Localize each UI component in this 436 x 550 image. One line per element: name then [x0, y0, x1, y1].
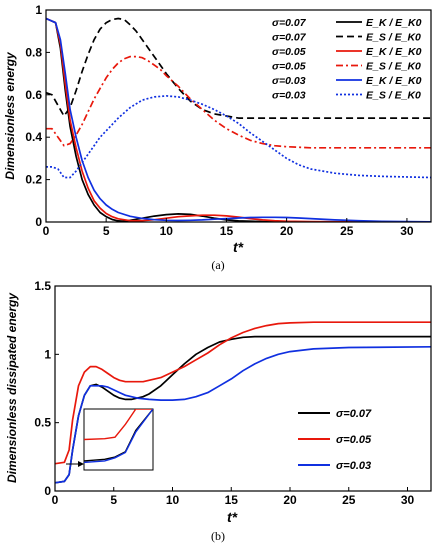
panel-a-caption: (a) [211, 258, 224, 272]
legend-a-quantity: E_S / E_K0 [366, 32, 421, 44]
inset-series-0-line [84, 409, 153, 462]
legend-b-series-name: σ=0.05 [336, 434, 372, 446]
panel-b-x-axis-label: t* [227, 509, 238, 525]
legend-a-quantity: E_S / E_K0 [366, 61, 421, 73]
panel-a-y-axis-label: Dimensionless energy [3, 51, 17, 180]
panel-b-x-tick-label: 5 [110, 493, 117, 507]
panel-a-series-5-line [46, 95, 431, 179]
legend-a-quantity: E_K / E_K0 [366, 75, 422, 87]
panel-b-caption: (b) [211, 529, 225, 543]
panel-a-x-tick-label: 15 [220, 224, 234, 238]
panel-b-y-tick-label: 0 [44, 484, 51, 498]
panel-a-x-tick-label: 0 [43, 224, 50, 238]
legend-b-series-name: σ=0.07 [336, 408, 372, 420]
legend-a-quantity: E_K / E_K0 [366, 46, 422, 58]
legend-a-series-name: σ=0.03 [272, 75, 306, 87]
panel-b-curves [55, 321, 431, 484]
panel-a-y-ticks: 0 0.2 0.4 0.6 0.8 1 [25, 3, 50, 229]
panel-a-x-ticks: 0 5 10 15 20 25 30 [43, 218, 414, 238]
panel-b-series-2-line [55, 345, 431, 484]
panel-b-y-tick-label: 1.5 [34, 279, 51, 293]
panel-a-x-tick-label: 5 [103, 224, 110, 238]
inset-series-2-line [84, 409, 153, 464]
panel-b-series-1-line [55, 321, 431, 465]
panel-a-x-tick-label: 10 [160, 224, 174, 238]
panel-a-series-2-line [46, 17, 431, 222]
panel-a-series-3-line [46, 55, 431, 149]
panel-b-legend: σ=0.07 σ=0.05 σ=0.03 [298, 408, 372, 472]
panel-b-x-ticks: 0 5 10 15 20 25 30 [52, 487, 415, 507]
panel-b-frame [54, 285, 432, 492]
panel-a-x-tick-label: 25 [340, 224, 354, 238]
panel-a-x-axis-label: t* [233, 239, 244, 255]
panel-a-y-tick-label: 0.6 [25, 88, 42, 102]
inset-curves [84, 409, 153, 464]
legend-a-series-name: σ=0.07 [272, 17, 307, 29]
panel-b-x-tick-label: 10 [166, 493, 180, 507]
legend-a-quantity: E_S / E_K0 [366, 90, 421, 102]
panel-a: 0 5 10 15 20 25 30 0 0.2 0.4 0.6 0.8 1 Dimensionles… [3, 3, 432, 272]
panel-a-y-tick-label: 0 [35, 215, 42, 229]
panel-a-y-tick-label: 0.8 [25, 45, 42, 59]
legend-a-series-name: σ=0.05 [272, 46, 306, 58]
panel-a-frame [45, 9, 432, 223]
panel-a-x-tick-label: 30 [400, 224, 414, 238]
panel-b-y-tick-label: 0.5 [34, 416, 51, 430]
panel-a-x-tick-label: 20 [280, 224, 294, 238]
panel-b-y-ticks: 0 0.5 1 1.5 [34, 279, 59, 498]
panel-a-y-tick-label: 0.2 [25, 173, 42, 187]
panel-b-y-tick-label: 1 [44, 347, 51, 361]
legend-b-series-name: σ=0.03 [336, 460, 371, 472]
panel-b: 0 5 10 15 20 25 30 0 0.5 1 1.5 Dimensionless diss… [5, 279, 432, 543]
inset-series-1-line [84, 409, 153, 441]
legend-a-series-name: σ=0.07 [272, 32, 307, 44]
panel-b-x-tick-label: 25 [342, 493, 356, 507]
panel-a-y-tick-label: 0.4 [25, 130, 42, 144]
panel-b-inset [83, 408, 154, 471]
panel-b-x-tick-label: 20 [283, 493, 297, 507]
panel-a-y-tick-label: 1 [35, 3, 42, 17]
panel-b-x-tick-label: 15 [225, 493, 239, 507]
legend-a-series-name: σ=0.03 [272, 90, 306, 102]
legend-a-quantity: E_K / E_K0 [366, 17, 422, 29]
legend-a-series-name: σ=0.05 [272, 61, 306, 73]
panel-a-legend: σ=0.07 E_K / E_K0 σ=0.07 E_S / E_K0 σ=0.05 E_… [272, 17, 422, 102]
panel-b-y-axis-label: Dimensionless dissipated energy [5, 292, 19, 483]
panel-b-x-tick-label: 30 [401, 493, 415, 507]
panel-b-x-tick-label: 0 [52, 493, 59, 507]
